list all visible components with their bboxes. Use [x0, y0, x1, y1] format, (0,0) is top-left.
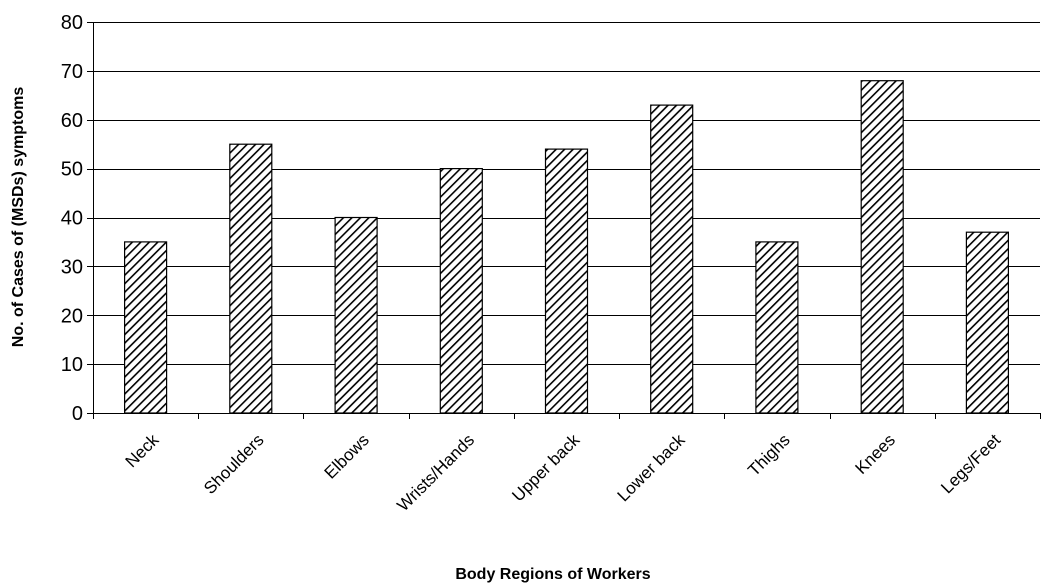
x-tick-label: Knees [851, 430, 899, 478]
bar-upper-back [544, 148, 589, 414]
x-tick-label: Lower back [614, 430, 689, 505]
x-tick-labels: Neck Shoulders Elbows Wrists/Hands Upper bac… [122, 430, 1005, 515]
x-tick-label: Shoulders [200, 430, 268, 498]
x-axis-title: Body Regions of Workers [455, 566, 650, 583]
x-tick-label: Elbows [321, 430, 373, 482]
bar-lower-back [650, 104, 694, 414]
bar-shoulders [229, 143, 273, 414]
y-tick-labels: 0 10 20 30 40 50 60 70 80 [61, 12, 83, 425]
x-tick-label: Wrists/Hands [393, 430, 478, 515]
x-tick-label: Thighs [744, 430, 794, 480]
y-tick-label: 40 [61, 208, 83, 230]
x-tick-label: Legs/Feet [937, 430, 1004, 497]
bar-wrists-hands [439, 168, 483, 414]
y-tick-label: 70 [61, 61, 83, 83]
y-tick-label: 30 [61, 256, 83, 278]
bar-legs-feet [965, 231, 1010, 414]
y-axis-title: No. of Cases of (MSDs) symptoms [10, 87, 27, 348]
y-tick-label: 10 [61, 354, 83, 376]
bars [123, 80, 1010, 414]
bar-elbows [334, 216, 378, 414]
y-tick-label: 60 [61, 110, 83, 132]
bar-neck [123, 241, 168, 414]
y-tick-label: 50 [61, 159, 83, 181]
bar-knees [860, 80, 904, 414]
y-tick-label: 0 [72, 403, 83, 425]
y-tick-label: 20 [61, 305, 83, 327]
axes [87, 22, 1041, 419]
x-tick-label: Neck [122, 430, 163, 471]
x-tick-label: Upper back [508, 430, 583, 505]
y-tick-label: 80 [61, 12, 83, 34]
bar-thighs [755, 241, 799, 414]
